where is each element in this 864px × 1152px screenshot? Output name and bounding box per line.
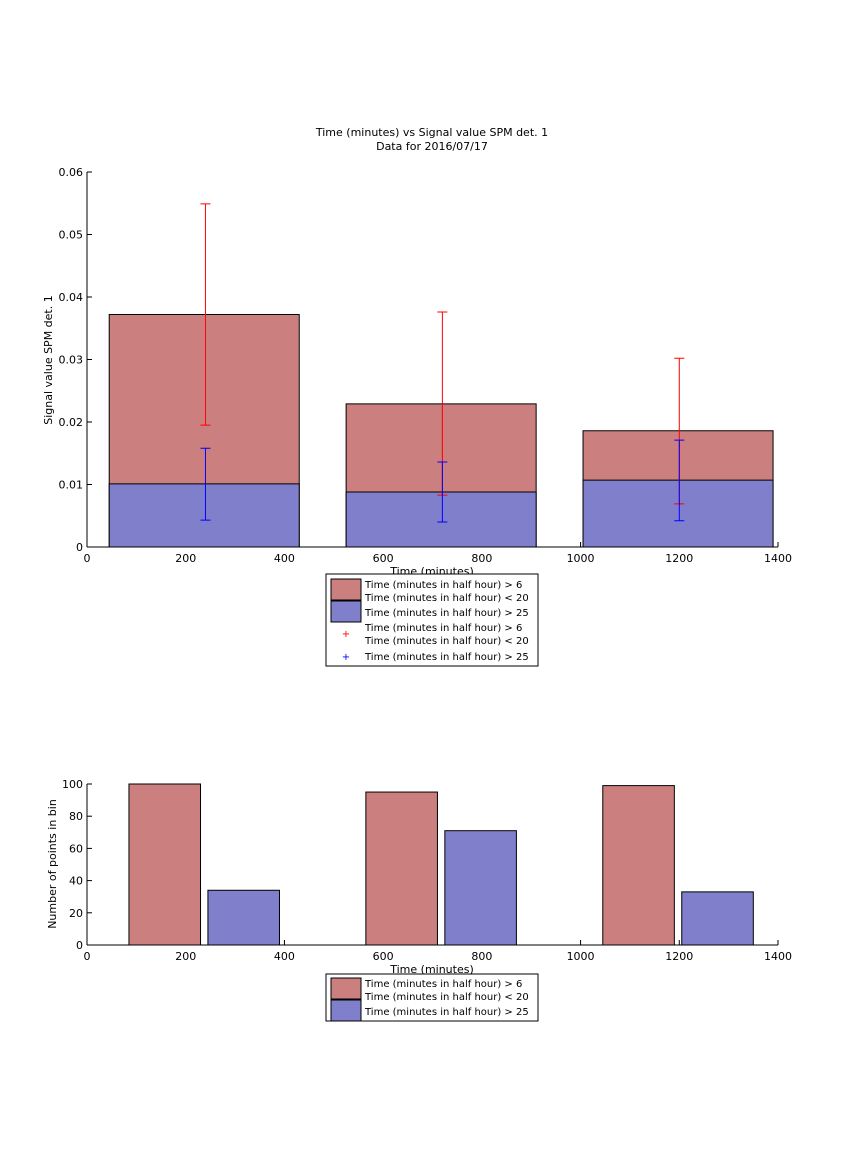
chart1-plot-area: 0 200 400 600 800 1000 1200 1400 0 0.01 0.02 0.03 0.… [59,166,793,565]
chart2-xlabel: Time (minutes) [389,963,474,976]
chart1-legend-label: Time (minutes in half hour) > 25 [364,652,529,663]
chart1-legend-label: Time (minutes in half hour) > 25 [364,608,529,619]
chart2-legend-label: Time (minutes in half hour) < 20 [364,992,529,1003]
chart2-legend-swatch-red [330,977,362,1000]
chart1-y-tick-label: 0.02 [59,416,84,429]
chart1-x-tick-label: 400 [274,552,295,565]
chart2-x-tick-label: 600 [373,950,394,963]
chart2-x-tick-label: 1000 [567,950,595,963]
chart1-title: Time (minutes) vs Signal value SPM det. … [315,126,548,139]
chart1-legend-swatch-red [330,578,362,601]
chart2-plot-area: 0 200 400 600 800 1000 1200 1400 0 20 40 60 80 100 [62,778,792,963]
chart2-bar-red [128,783,202,946]
chart2-legend-label: Time (minutes in half hour) > 6 [364,979,522,990]
chart1-legend-marker-blue: + [342,652,350,663]
chart2-ylabel: Number of points in bin [46,799,59,929]
chart2-bar-red [365,791,438,946]
chart1-subtitle: Data for 2016/07/17 [376,140,488,153]
chart1-legend: + + Time (minutes in half hour) > 6 Time… [325,573,539,667]
chart2-x-tick-label: 800 [471,950,492,963]
chart2-y-tick-label: 20 [69,907,83,920]
chart2-legend-label: Time (minutes in half hour) > 25 [364,1007,529,1018]
chart2-y-tick-label: 40 [69,875,83,888]
chart2-y-tick-label: 80 [69,810,83,823]
chart1-x-tick-label: 0 [84,552,91,565]
chart1-y-tick-label: 0.04 [59,291,84,304]
chart1-bar-blue [582,479,774,548]
chart2-x-tick-label: 1200 [665,950,693,963]
chart1-legend-label: Time (minutes in half hour) < 20 [364,593,529,604]
chart2-bar-red [602,785,675,946]
chart1-x-tick-label: 800 [471,552,492,565]
chart2-x-tick-label: 0 [84,950,91,963]
chart1-y-tick-label: 0 [76,541,83,554]
chart1-x-tick-label: 1200 [665,552,693,565]
chart1-y-tick-label: 0.01 [59,479,84,492]
chart2-y-tick-label: 0 [76,939,83,952]
chart1-x-tick-label: 1400 [764,552,792,565]
chart2-legend: Time (minutes in half hour) > 6 Time (mi… [325,973,539,1022]
chart1-legend-label: Time (minutes in half hour) > 6 [364,580,522,591]
chart1-bar-blue [108,483,300,548]
chart2-x-tick-label: 1400 [764,950,792,963]
chart2-bar-blue [207,889,280,946]
chart1-x-tick-label: 600 [373,552,394,565]
chart1-y-tick-label: 0.06 [59,166,84,179]
chart2-bar-blue [681,891,754,946]
chart2-legend-swatch-blue [330,999,362,1022]
chart1-legend-marker-red: + [342,629,350,640]
chart2-y-tick-label: 60 [69,842,83,855]
chart2-bar-blue [444,830,517,946]
chart1-ylabel: Signal value SPM det. 1 [42,295,55,425]
chart1-bar-blue [345,491,537,548]
chart1-y-tick-label: 0.05 [59,229,84,242]
chart1-x-tick-label: 1000 [567,552,595,565]
chart1-x-tick-label: 200 [175,552,196,565]
chart1-y-tick-label: 0.03 [59,354,84,367]
chart2-x-tick-label: 400 [274,950,295,963]
chart1-legend-swatch-blue [330,600,362,623]
chart1-legend-label: Time (minutes in half hour) > 6 [364,623,522,634]
chart2-x-tick-label: 200 [175,950,196,963]
chart2-y-tick-label: 100 [62,778,83,791]
chart1-legend-label: Time (minutes in half hour) < 20 [364,636,529,647]
